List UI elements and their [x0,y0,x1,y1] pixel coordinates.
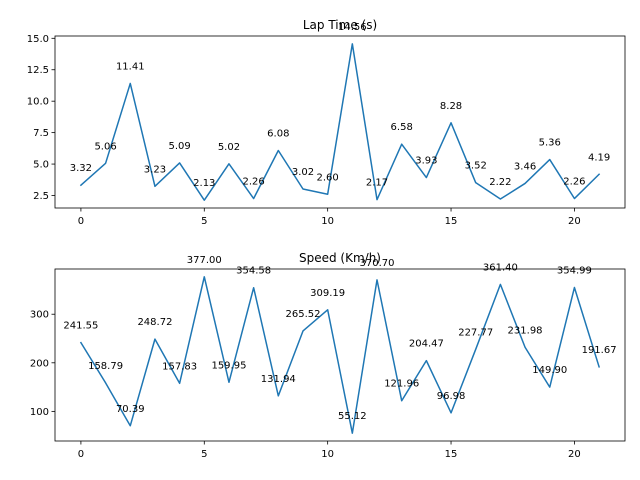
x-tick-label: 0 [78,216,84,227]
data-label: 158.79 [88,361,123,372]
data-label: 191.67 [582,345,617,356]
x-tick-label: 5 [201,449,207,460]
y-tick-label: 100 [30,407,49,418]
data-label: 370.70 [360,258,395,269]
data-label: 354.58 [236,266,271,277]
data-label: 309.19 [310,288,345,299]
y-tick-label: 12.5 [27,65,49,76]
data-label: 14.56 [338,22,367,33]
data-label: 5.02 [218,142,240,153]
y-tick-label: 2.5 [33,191,49,202]
data-label: 96.98 [437,391,466,402]
data-label: 4.19 [588,152,610,163]
data-label: 354.99 [557,266,592,277]
data-label: 149.90 [532,365,567,376]
x-tick-label: 5 [201,216,207,227]
x-tick-label: 10 [321,449,334,460]
y-tick-label: 200 [30,358,49,369]
data-label: 6.58 [391,122,413,133]
chart-panel-0: Lap Time (s) 3.325.06 11.41 3.23 5.09 2.13 5.0… [27,18,626,227]
axes-frame [54,35,626,209]
data-label: 231.98 [508,325,543,336]
data-label: 2.26 [563,177,585,188]
data-label: 2.17 [366,178,388,189]
data-label: 204.47 [409,339,444,350]
data-label: 265.52 [285,309,320,320]
data-label: 2.22 [489,177,511,188]
data-label: 157.83 [162,361,197,372]
data-label: 5.09 [168,141,190,152]
y-tick-label: 10.0 [27,97,49,108]
data-label: 3.23 [144,164,166,175]
x-tick-label: 15 [445,216,458,227]
data-label: 159.95 [211,360,246,371]
axes-frame [54,268,626,442]
y-tick-label: 300 [30,310,49,321]
x-tick-label: 15 [445,449,458,460]
data-label: 121.96 [384,379,419,390]
data-label: 55.12 [338,411,367,422]
x-tick-label: 10 [321,216,334,227]
x-tick-label: 0 [78,449,84,460]
data-label: 3.93 [415,156,437,167]
data-label: 248.72 [137,317,172,328]
data-label: 377.00 [187,255,222,266]
data-label: 3.52 [465,161,487,172]
data-label: 2.13 [193,178,215,189]
chart-panel-1: Speed (Km/h) 241.55 158.79 70.39 248.72 157.8… [30,251,626,460]
x-tick-label: 20 [568,216,581,227]
chart-title: Lap Time (s) [303,18,377,32]
data-label: 70.39 [116,404,145,415]
data-label: 241.55 [63,321,98,332]
data-label: 5.36 [539,138,561,149]
data-label: 2.26 [243,177,265,188]
data-label: 11.41 [116,61,145,72]
series-line [79,43,601,201]
data-label: 5.06 [94,141,116,152]
data-label: 131.94 [261,374,296,385]
data-label: 227.77 [458,327,493,338]
series-line [79,276,601,434]
x-tick-label: 20 [568,449,581,460]
data-label: 6.08 [267,128,289,139]
y-tick-label: 7.5 [33,128,49,139]
data-label: 3.46 [514,161,536,172]
data-label: 8.28 [440,101,462,112]
y-tick-label: 15.0 [27,34,49,45]
chart-title: Speed (Km/h) [299,251,381,265]
data-label: 3.32 [70,163,92,174]
data-label: 361.40 [483,262,518,273]
y-tick-label: 5.0 [33,160,49,171]
data-label: 2.60 [317,172,339,183]
data-label: 3.02 [292,167,314,178]
